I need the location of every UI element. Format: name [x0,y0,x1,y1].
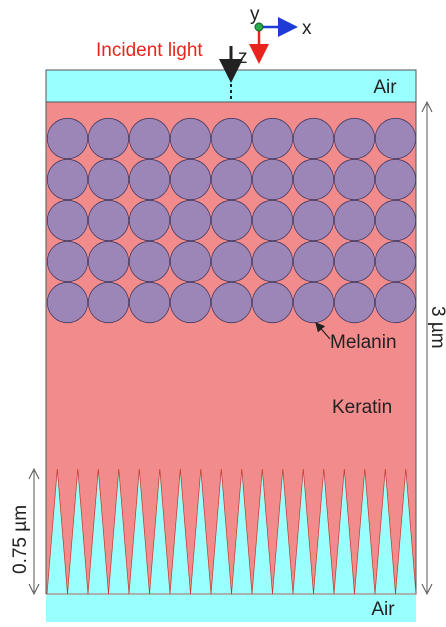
total-thickness-arrow-bottom [421,583,433,596]
melanin-granule [292,199,335,242]
air-cone [149,468,171,595]
melanin-granule [128,199,171,242]
spike-height-label: 0.75 µm [10,505,31,574]
melanin-granule [374,240,417,283]
melanin-granule [251,158,294,201]
melanin-granule [251,281,294,324]
melanin-granule [333,240,376,283]
melanin-granule [169,117,212,160]
axis-z-label: z [238,47,248,68]
melanin-pointer [315,322,331,340]
melanin-granule [333,117,376,160]
melanin-granule [87,117,130,160]
melanin-granule [292,281,335,324]
melanin-granule [128,117,171,160]
air-top-label: Air [373,77,397,98]
air-layer-bottom [46,594,416,622]
melanin-granule [374,199,417,242]
air-cone [210,468,232,595]
melanin-label: Melanin [330,332,397,353]
melanin-granule [292,117,335,160]
melanin-granule [210,240,253,283]
melanin-granule [333,199,376,242]
air-cone [395,468,417,595]
melanin-granule [46,281,89,324]
melanin-granule [333,158,376,201]
melanin-granule [210,199,253,242]
air-bottom-label: Air [371,599,395,620]
melanin-granule [87,158,130,201]
axis-x-label: x [302,18,312,39]
melanin-granule [128,158,171,201]
spike-height-arrow-bottom [28,583,40,596]
air-cone [128,468,150,595]
melanin-granule [210,117,253,160]
air-cone [292,468,314,595]
melanin-granule-array [46,117,417,324]
melanin-granule [251,240,294,283]
melanin-granule [251,117,294,160]
air-cone [67,468,89,595]
melanin-granule [169,281,212,324]
air-cone [313,468,335,595]
air-cone [231,468,253,595]
air-cone [190,468,212,595]
melanin-granule [128,281,171,324]
incident-light-label: Incident light [96,40,203,61]
total-thickness-arrow-top [421,100,433,113]
melanin-granule [46,117,89,160]
air-cone [87,468,109,595]
air-cone [354,468,376,595]
melanin-granule [46,199,89,242]
melanin-granule [87,281,130,324]
air-cone [169,468,191,595]
melanin-granule [251,199,294,242]
melanin-granule [292,158,335,201]
keratin-label: Keratin [332,397,392,418]
air-cone [333,468,355,595]
melanin-granule [374,158,417,201]
melanin-granule [210,281,253,324]
air-cone [108,468,130,595]
total-thickness-label: 3 µm [427,306,446,349]
melanin-granule [169,158,212,201]
melanin-granule [210,158,253,201]
melanin-granule [169,199,212,242]
melanin-granule [374,281,417,324]
melanin-granule [87,199,130,242]
air-cone [374,468,396,595]
melanin-granule [169,240,212,283]
spike-interface [46,468,417,595]
melanin-granule [46,158,89,201]
melanin-granule [292,240,335,283]
total-thickness-dimension: 3 µm [421,100,446,596]
air-cone [272,468,294,595]
melanin-granule [333,281,376,324]
coordinate-axes: y x z [238,4,312,68]
melanin-granule [374,117,417,160]
air-cone [251,468,273,595]
melanin-granule [46,240,89,283]
air-cone [46,468,68,595]
y-axis-origin-dot [254,22,264,32]
melanin-granule [87,240,130,283]
spike-height-dimension: 0.75 µm [10,467,40,596]
axis-y-label: y [250,4,260,25]
spike-height-arrow-top [28,467,40,480]
melanin-granule [128,240,171,283]
